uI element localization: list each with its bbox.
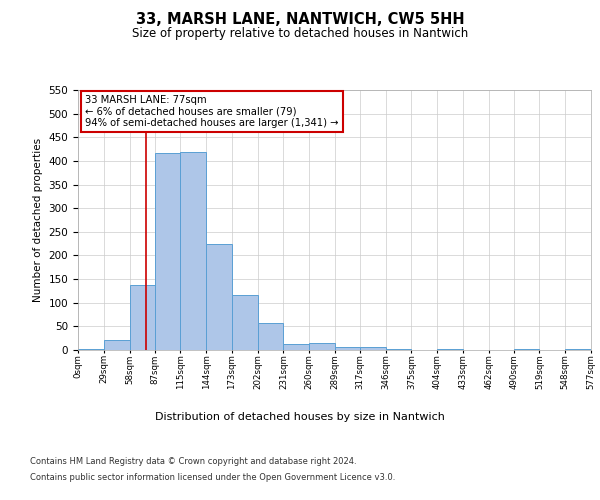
Y-axis label: Number of detached properties: Number of detached properties (33, 138, 43, 302)
Bar (283, 344, 309, 350)
Bar (437, 349, 463, 350)
Bar (155, 154, 180, 350)
Text: Contains HM Land Registry data © Crown copyright and database right 2024.: Contains HM Land Registry data © Crown c… (30, 458, 356, 466)
Bar (309, 344, 335, 350)
Bar (180, 152, 206, 350)
Bar (257, 322, 283, 350)
Bar (232, 295, 257, 350)
Text: Distribution of detached houses by size in Nantwich: Distribution of detached houses by size … (155, 412, 445, 422)
Bar (104, 340, 130, 350)
Bar (360, 347, 386, 350)
Bar (206, 244, 232, 350)
Text: 33, MARSH LANE, NANTWICH, CW5 5HH: 33, MARSH LANE, NANTWICH, CW5 5HH (136, 12, 464, 28)
Bar (130, 285, 155, 350)
Bar (386, 349, 412, 350)
Text: 33 MARSH LANE: 77sqm
← 6% of detached houses are smaller (79)
94% of semi-detach: 33 MARSH LANE: 77sqm ← 6% of detached ho… (85, 94, 338, 128)
Text: Size of property relative to detached houses in Nantwich: Size of property relative to detached ho… (132, 28, 468, 40)
Bar (335, 346, 360, 350)
Bar (78, 348, 104, 350)
Bar (514, 349, 539, 350)
Text: Contains public sector information licensed under the Open Government Licence v3: Contains public sector information licen… (30, 472, 395, 482)
Bar (565, 349, 591, 350)
